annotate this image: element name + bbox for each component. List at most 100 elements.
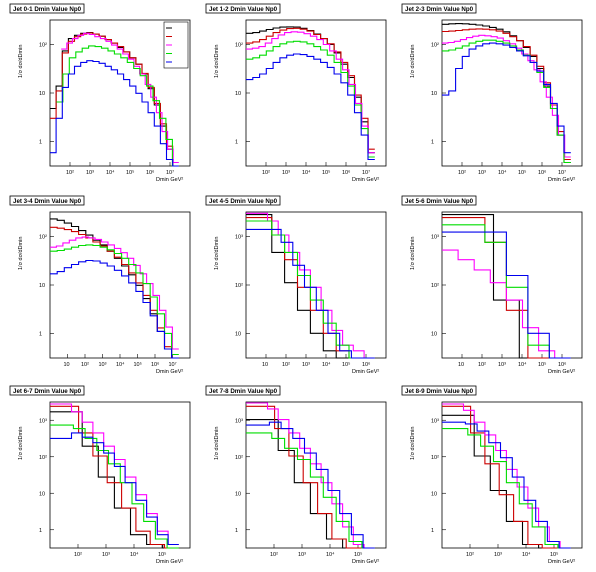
x-axis-label: Dmin GeV² xyxy=(156,177,183,183)
series-black-line xyxy=(246,26,375,154)
x-tick-label: 10⁴ xyxy=(116,361,125,368)
plot-area xyxy=(49,211,191,359)
series-blue-line xyxy=(442,42,571,154)
x-tick-label: 10⁵ xyxy=(354,551,362,558)
x-tick-label: 10² xyxy=(458,170,466,176)
y-tick-label: 10² xyxy=(235,455,243,461)
chart-title: Jet 7-8 Dmin Value Np0 xyxy=(209,388,278,395)
y-tick-label: 10³ xyxy=(431,234,439,240)
x-tick-label: 10⁷ xyxy=(362,169,370,176)
x-tick-label: 10⁵ xyxy=(322,169,330,176)
chart-title: Jet 5-6 Dmin Value Np0 xyxy=(405,198,474,205)
x-tick-label: 10² xyxy=(262,170,270,176)
x-tick-label: 10 xyxy=(262,362,268,368)
y-tick-label: 10² xyxy=(235,283,243,289)
title-box xyxy=(401,3,477,14)
y-axis-label: 1/σ dσ/dDmin xyxy=(410,427,416,460)
y-tick-label: 10² xyxy=(431,42,439,48)
chart-title: Jet 3-4 Dmin Value Np0 xyxy=(13,198,82,205)
plot-area xyxy=(245,19,387,167)
series-black-line xyxy=(246,419,375,549)
series-magenta-line xyxy=(246,31,375,154)
x-axis-label: Dmin GeV² xyxy=(352,559,379,565)
series-blue-line xyxy=(442,421,571,549)
y-tick-label: 10 xyxy=(431,91,437,97)
y-tick-label: 10³ xyxy=(431,418,439,424)
series-red-line xyxy=(442,405,571,549)
series-red-line xyxy=(50,32,179,167)
series-blue-line xyxy=(246,228,375,359)
y-axis-label: 1/σ dσ/dDmin xyxy=(18,45,24,78)
chart-title: Jet 0-1 Dmin Value Np0 xyxy=(13,6,82,13)
title-box xyxy=(9,3,85,14)
x-tick-label: 10³ xyxy=(494,552,502,558)
chart-panel: Jet 3-4 Dmin Value Np0 10 10² 10³ 10⁴ 10⁵ 10⁶ 1… xyxy=(9,195,191,375)
x-tick-label: 10⁵ xyxy=(158,551,166,558)
x-tick-label: 10⁶ xyxy=(538,169,546,176)
x-tick-label: 10³ xyxy=(86,170,94,176)
title-box xyxy=(205,3,281,14)
x-tick-label: 10⁴ xyxy=(130,551,139,558)
series-green-line xyxy=(442,428,571,549)
x-tick-label: 10² xyxy=(81,362,89,368)
chart-panel: Jet 6-7 Dmin Value Np0 10² 10³ 10⁴ 10⁵ 1 10 10²… xyxy=(9,385,191,565)
x-tick-label: 10⁵ xyxy=(518,169,526,176)
y-tick-label: 10 xyxy=(39,491,45,497)
x-tick-label: 10⁶ xyxy=(342,169,350,176)
y-tick-label: 1 xyxy=(235,140,238,146)
series-blue-line xyxy=(246,53,375,161)
chart-panel: Jet 5-6 Dmin Value Np0 10 10² 10³ 10⁴ 10⁵ 10⁶ 1… xyxy=(401,195,583,375)
series-blue-line xyxy=(50,60,179,167)
x-tick-label: 10³ xyxy=(282,170,290,176)
chart-title: Jet 2-3 Dmin Value Np0 xyxy=(405,6,474,13)
y-tick-label: 10² xyxy=(39,455,47,461)
y-tick-label: 1 xyxy=(235,528,238,534)
y-tick-label: 10 xyxy=(39,91,45,97)
x-tick-label: 10⁷ xyxy=(169,361,177,368)
x-tick-label: 10⁷ xyxy=(166,169,174,176)
y-tick-label: 1 xyxy=(431,140,434,146)
x-tick-label: 10⁶ xyxy=(362,361,370,368)
x-tick-label: 10³ xyxy=(302,362,310,368)
series-green-line xyxy=(246,432,375,549)
chart-panel: Jet 8-9 Dmin Value Np0 10² 10³ 10⁴ 10⁵ 1 10 10²… xyxy=(401,385,583,565)
series-red-line xyxy=(442,28,571,161)
plot-area xyxy=(441,19,583,167)
title-box xyxy=(9,195,85,206)
y-tick-label: 10 xyxy=(39,283,45,289)
x-tick-label: 10⁴ xyxy=(522,551,531,558)
y-tick-label: 10 xyxy=(235,91,241,97)
chart-panel: Jet 0-1 Dmin Value Np0 10² 10³ 10⁴ 10⁵ 10⁶ 10⁷… xyxy=(9,3,191,183)
x-tick-label: 10² xyxy=(282,362,290,368)
x-tick-label: 10⁵ xyxy=(550,551,558,558)
x-tick-label: 10⁶ xyxy=(151,361,159,368)
series-black-line xyxy=(442,23,571,164)
chart-title: Jet 8-9 Dmin Value Np0 xyxy=(405,388,474,395)
y-tick-label: 10 xyxy=(235,491,241,497)
series-blue-line xyxy=(246,421,375,549)
y-axis-label: 1/σ dσ/dDmin xyxy=(410,45,416,78)
series-magenta-line xyxy=(442,34,571,158)
x-tick-label: 10⁴ xyxy=(498,169,507,176)
chart-title: Jet 6-7 Dmin Value Np0 xyxy=(13,388,82,395)
series-blue-line xyxy=(50,432,179,546)
title-box xyxy=(205,385,281,396)
title-box xyxy=(9,385,85,396)
x-tick-label: 10⁵ xyxy=(342,361,350,368)
x-tick-label: 10³ xyxy=(298,552,306,558)
chart-panel: Jet 7-8 Dmin Value Np0 10² 10³ 10⁴ 10⁵ 1 10 10²… xyxy=(205,385,387,565)
x-tick-label: 10² xyxy=(478,362,486,368)
series-green-line xyxy=(246,40,375,158)
x-axis-label: Dmin GeV² xyxy=(548,559,575,565)
x-tick-label: 10⁶ xyxy=(146,169,154,176)
x-tick-label: 10⁴ xyxy=(302,169,311,176)
y-tick-label: 10² xyxy=(39,234,47,240)
series-red-line xyxy=(246,27,375,150)
x-axis-label: Dmin GeV² xyxy=(156,559,183,565)
x-tick-label: 10⁵ xyxy=(134,361,142,368)
x-tick-label: 10⁴ xyxy=(518,361,527,368)
series-green-line xyxy=(50,244,179,356)
title-box xyxy=(401,195,477,206)
y-tick-label: 10² xyxy=(39,42,47,48)
x-tick-label: 10⁷ xyxy=(558,169,566,176)
